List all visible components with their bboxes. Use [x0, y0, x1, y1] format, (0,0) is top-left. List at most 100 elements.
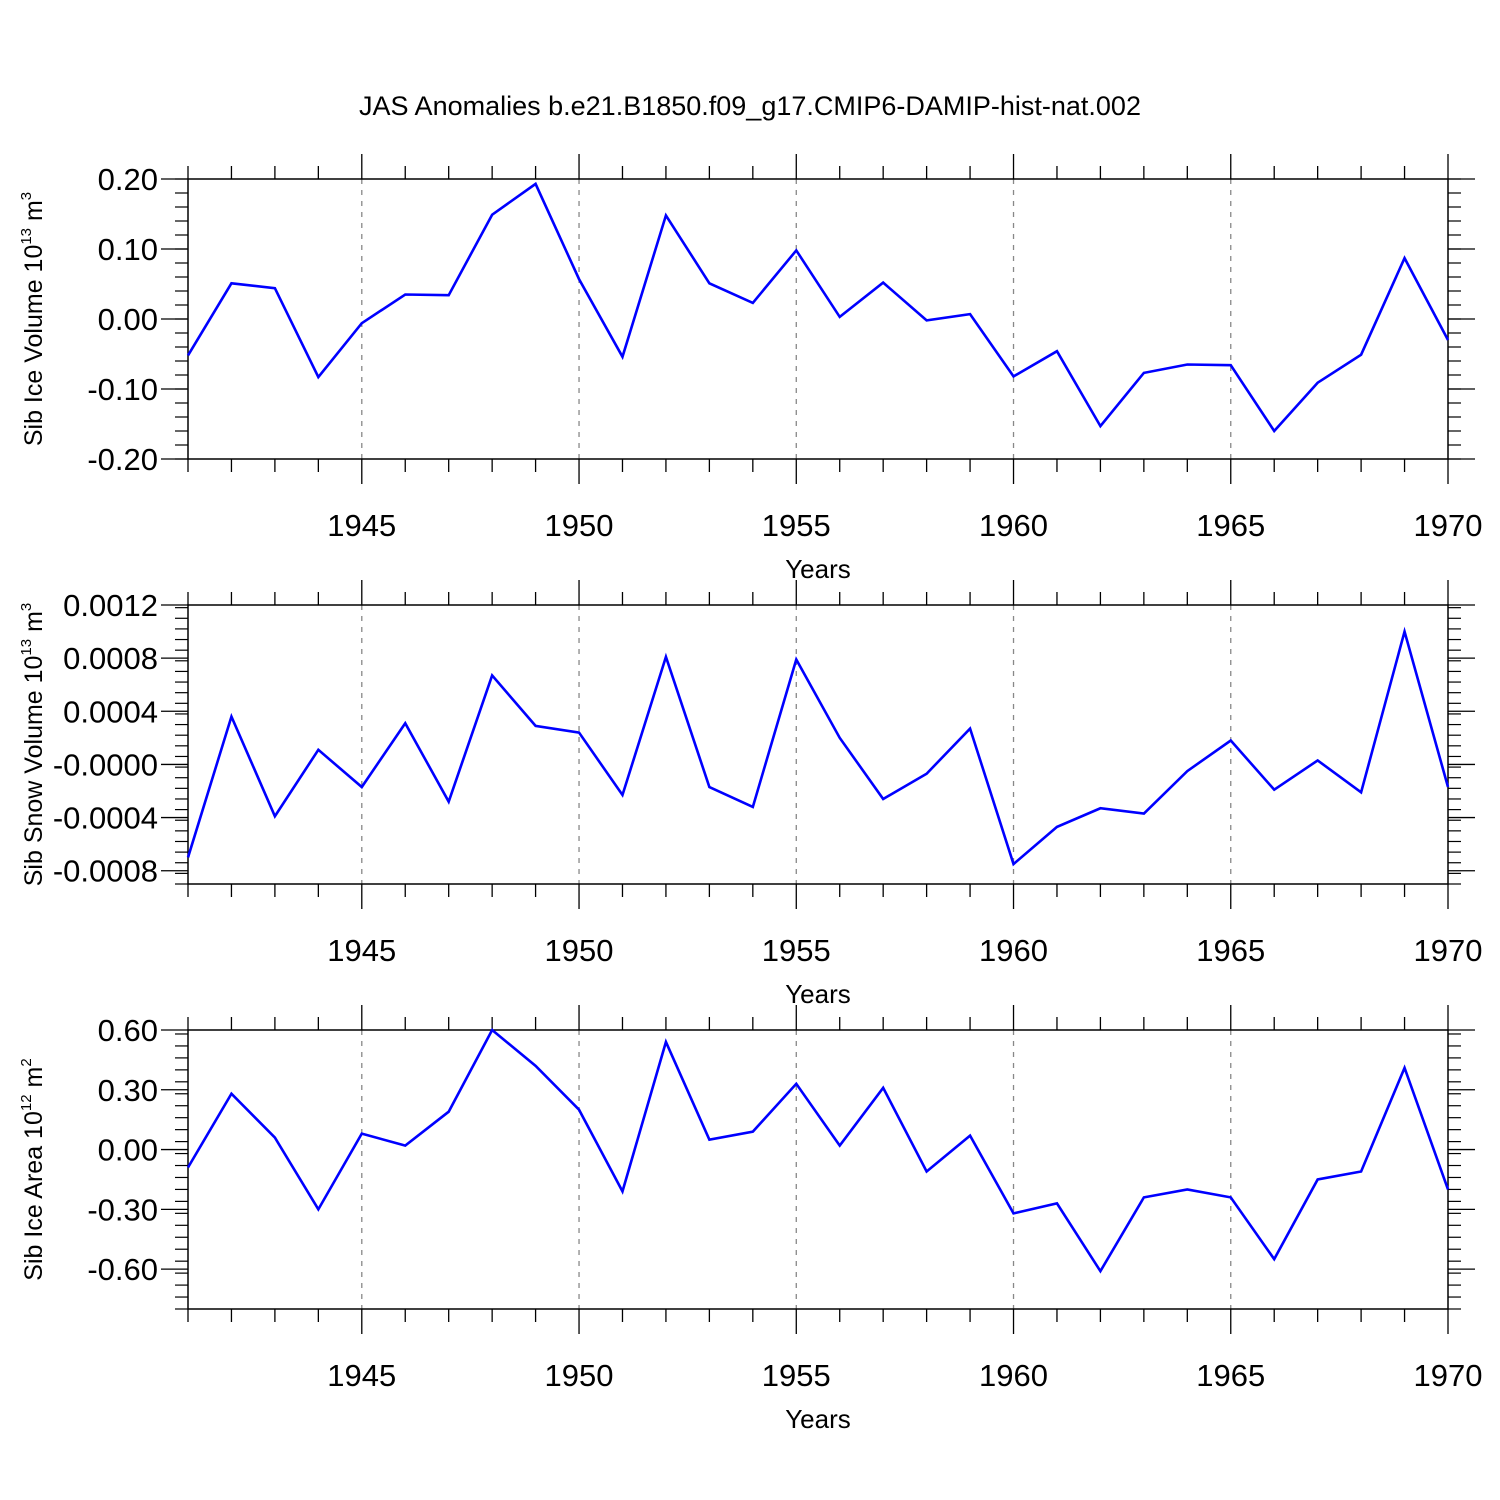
data-point	[1360, 791, 1362, 793]
data-point	[1360, 1170, 1362, 1172]
y-tick-label: 0.0008	[63, 641, 158, 676]
data-point	[621, 356, 623, 358]
data-point	[1273, 430, 1275, 432]
x-tick-label: 1965	[1196, 933, 1265, 968]
series-line	[186, 1027, 1450, 1274]
x-tick-label: 1955	[762, 508, 831, 543]
data-point	[317, 376, 319, 378]
plot-frame	[187, 604, 1449, 885]
data-point	[1316, 759, 1318, 761]
y-tick-label: 0.0012	[63, 588, 158, 623]
data-point	[404, 293, 406, 295]
data-point	[665, 214, 667, 216]
data-point	[1316, 382, 1318, 384]
data-point	[187, 856, 189, 858]
data-point	[795, 1083, 797, 1085]
data-point	[1403, 257, 1405, 259]
data-point	[752, 1130, 754, 1132]
y-tick-label: -0.30	[87, 1192, 158, 1227]
data-point	[882, 798, 884, 800]
data-point	[1143, 1196, 1145, 1198]
data-point	[447, 294, 449, 296]
data-point	[1316, 1178, 1318, 1180]
x-tick-label: 1970	[1414, 933, 1483, 968]
data-point	[708, 1138, 710, 1140]
y-tick-label: -0.20	[87, 442, 158, 477]
data-point	[274, 815, 276, 817]
data-point	[839, 1144, 841, 1146]
y-tick-label: 0.0004	[63, 694, 158, 729]
data-point	[925, 1170, 927, 1172]
data-point	[534, 1065, 536, 1067]
data-point	[274, 1136, 276, 1138]
series-line	[186, 626, 1450, 867]
data-point	[621, 794, 623, 796]
data-point	[1403, 630, 1405, 632]
plot-frame	[187, 1029, 1449, 1310]
series-line	[186, 181, 1450, 434]
x-axis-label: Years	[785, 554, 851, 584]
x-tick-label: 1965	[1196, 1358, 1265, 1393]
y-tick-label: -0.0004	[53, 801, 158, 836]
data-point	[1273, 788, 1275, 790]
data-point	[1056, 826, 1058, 828]
panel-3: -0.60 -0.30 0.00 0.30 0.60 1945 1950 1955 1960 19…	[18, 1005, 1482, 1434]
data-point	[1230, 1196, 1232, 1198]
data-point	[752, 806, 754, 808]
data-point	[404, 722, 406, 724]
data-point	[447, 1111, 449, 1113]
y-tick-label: -0.10	[87, 372, 158, 407]
data-point	[969, 727, 971, 729]
data-point	[752, 302, 754, 304]
x-tick-label: 1945	[327, 933, 396, 968]
data-point	[317, 1208, 319, 1210]
data-point	[1230, 739, 1232, 741]
data-point	[1099, 807, 1101, 809]
data-point	[1099, 1270, 1101, 1272]
y-tick-label: 0.10	[98, 232, 158, 267]
panel-2: -0.0008 -0.0004 -0.0000 0.0004 0.0008 0.0012 1…	[18, 580, 1482, 1009]
data-point	[795, 658, 797, 660]
data-point	[187, 1166, 189, 1168]
data-point	[1099, 425, 1101, 427]
data-point	[795, 249, 797, 251]
data-point	[665, 1041, 667, 1043]
data-point	[1056, 1202, 1058, 1204]
chart-title: JAS Anomalies b.e21.B1850.f09_g17.CMIP6-…	[359, 91, 1141, 121]
data-point	[1012, 375, 1014, 377]
data-point	[882, 281, 884, 283]
data-point	[578, 1109, 580, 1111]
data-point	[1447, 786, 1449, 788]
x-tick-label: 1970	[1414, 508, 1483, 543]
data-point	[1403, 1067, 1405, 1069]
data-point	[1186, 770, 1188, 772]
data-point	[534, 725, 536, 727]
data-point	[404, 1144, 406, 1146]
data-point	[708, 786, 710, 788]
data-point	[491, 674, 493, 676]
data-point	[447, 800, 449, 802]
y-tick-label: 0.00	[98, 1133, 158, 1168]
data-point	[1186, 363, 1188, 365]
data-point	[361, 786, 363, 788]
x-axis-label: Years	[785, 1404, 851, 1434]
data-point	[274, 287, 276, 289]
x-tick-label: 1955	[762, 1358, 831, 1393]
data-point	[882, 1087, 884, 1089]
data-point	[1447, 339, 1449, 341]
y-tick-label: -0.0000	[53, 747, 158, 782]
y-tick-label: 0.20	[98, 162, 158, 197]
data-point	[491, 214, 493, 216]
data-point	[925, 319, 927, 321]
data-point	[665, 656, 667, 658]
data-point	[230, 282, 232, 284]
data-point	[578, 731, 580, 733]
data-point	[839, 737, 841, 739]
x-tick-label: 1960	[979, 508, 1048, 543]
x-tick-label: 1960	[979, 1358, 1048, 1393]
data-point	[361, 1132, 363, 1134]
data-point	[1186, 1188, 1188, 1190]
data-point	[491, 1029, 493, 1031]
x-tick-label: 1955	[762, 933, 831, 968]
